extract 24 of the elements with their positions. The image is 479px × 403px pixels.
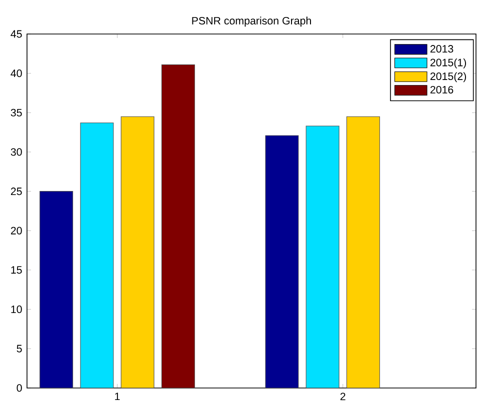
y-tick-label: 15 (11, 266, 22, 274)
bar (306, 126, 340, 388)
legend-label: 2013 (430, 45, 454, 53)
legend-label: 2015(1) (430, 58, 466, 68)
chart-title: PSNR comparison Graph (192, 16, 311, 27)
bar (265, 135, 299, 388)
y-tick-label: 5 (16, 344, 22, 352)
legend-label: 2016 (430, 86, 454, 94)
y-tick-label: 30 (10, 148, 22, 156)
bar (161, 64, 195, 388)
y-tick-label: 40 (10, 70, 22, 78)
y-tick-label: 0 (16, 384, 22, 392)
legend-label: 2015(2) (430, 72, 466, 82)
y-tick-label: 10 (11, 306, 22, 314)
y-tick-label: 45 (10, 30, 22, 38)
bar (346, 116, 380, 388)
x-tick-label: 2 (340, 392, 346, 400)
bar (120, 116, 154, 388)
y-tick-label: 35 (10, 108, 22, 116)
x-tick-label: 1 (115, 392, 120, 400)
bar (80, 122, 114, 388)
y-tick-label: 20 (10, 226, 22, 234)
bar (40, 191, 74, 388)
y-tick-label: 25 (10, 188, 22, 196)
